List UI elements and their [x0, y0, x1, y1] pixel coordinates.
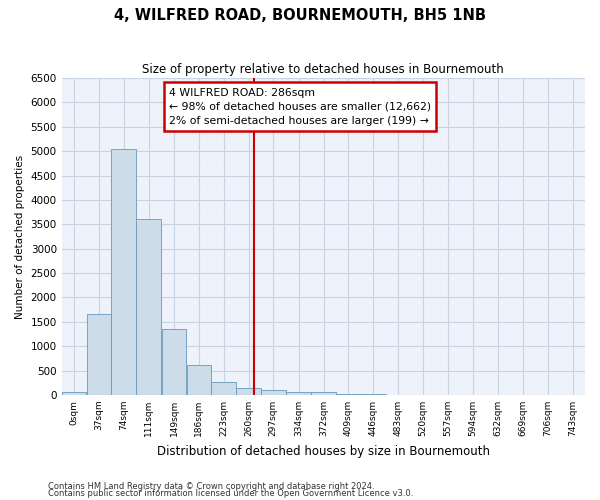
Text: Contains HM Land Registry data © Crown copyright and database right 2024.: Contains HM Land Registry data © Crown c…	[48, 482, 374, 491]
Bar	[112, 148, 136, 395]
Bar	[136, 220, 161, 395]
Text: Contains public sector information licensed under the Open Government Licence v3: Contains public sector information licen…	[48, 490, 413, 498]
Title: Size of property relative to detached houses in Bournemouth: Size of property relative to detached ho…	[142, 62, 504, 76]
Bar	[236, 388, 261, 395]
Y-axis label: Number of detached properties: Number of detached properties	[15, 154, 25, 318]
Bar	[211, 382, 236, 395]
Bar	[187, 364, 211, 395]
Bar	[86, 314, 111, 395]
Text: 4 WILFRED ROAD: 286sqm
← 98% of detached houses are smaller (12,662)
2% of semi-: 4 WILFRED ROAD: 286sqm ← 98% of detached…	[169, 88, 431, 126]
Bar	[62, 392, 86, 395]
X-axis label: Distribution of detached houses by size in Bournemouth: Distribution of detached houses by size …	[157, 444, 490, 458]
Bar	[261, 390, 286, 395]
Bar	[162, 329, 186, 395]
Text: 4, WILFRED ROAD, BOURNEMOUTH, BH5 1NB: 4, WILFRED ROAD, BOURNEMOUTH, BH5 1NB	[114, 8, 486, 22]
Bar	[286, 392, 311, 395]
Bar	[311, 392, 336, 395]
